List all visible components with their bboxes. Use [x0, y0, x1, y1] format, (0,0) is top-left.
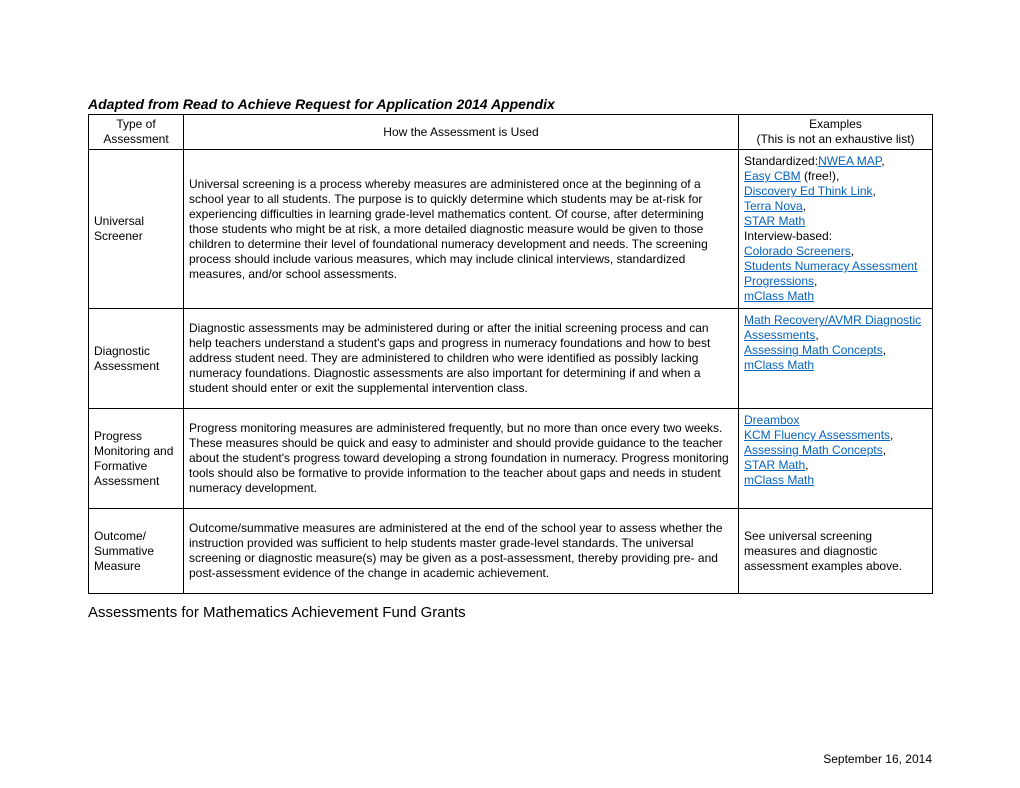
example-link[interactable]: mClass Math: [744, 473, 814, 487]
table-row: Diagnostic AssessmentDiagnostic assessme…: [89, 309, 933, 409]
header-how: How the Assessment is Used: [184, 115, 739, 150]
doc-title: Adapted from Read to Achieve Request for…: [88, 96, 932, 112]
cell-examples: DreamboxKCM Fluency Assessments,Assessin…: [739, 409, 933, 509]
assessments-table: Type of Assessment How the Assessment is…: [88, 114, 933, 594]
example-link[interactable]: mClass Math: [744, 358, 814, 372]
cell-type: Outcome/ Summative Measure: [89, 509, 184, 594]
example-link[interactable]: Terra Nova: [744, 199, 803, 213]
example-link[interactable]: Assessing Math Concepts: [744, 443, 883, 457]
cell-type: Diagnostic Assessment: [89, 309, 184, 409]
example-link[interactable]: STAR Math: [744, 458, 805, 472]
cell-examples: Math Recovery/AVMR Diagnostic Assessment…: [739, 309, 933, 409]
example-link[interactable]: Colorado Screeners: [744, 244, 851, 258]
cell-how: Universal screening is a process whereby…: [184, 150, 739, 309]
footer-date: September 16, 2014: [823, 752, 932, 766]
header-examples: Examples (This is not an exhaustive list…: [739, 115, 933, 150]
example-link[interactable]: Dreambox: [744, 413, 799, 427]
example-link[interactable]: mClass Math: [744, 289, 814, 303]
example-link[interactable]: NWEA MAP: [818, 154, 881, 168]
cell-type: Universal Screener: [89, 150, 184, 309]
example-link[interactable]: Easy CBM: [744, 169, 801, 183]
example-link[interactable]: Math Recovery/AVMR Diagnostic Assessment…: [744, 313, 921, 342]
cell-how: Progress monitoring measures are adminis…: [184, 409, 739, 509]
table-row: Universal ScreenerUniversal screening is…: [89, 150, 933, 309]
example-link[interactable]: STAR Math: [744, 214, 805, 228]
cell-examples: See universal screening measures and dia…: [739, 509, 933, 594]
example-link[interactable]: Assessing Math Concepts: [744, 343, 883, 357]
doc-subtitle: Assessments for Mathematics Achievement …: [88, 604, 932, 621]
table-row: Progress Monitoring and Formative Assess…: [89, 409, 933, 509]
example-link[interactable]: Discovery Ed Think Link: [744, 184, 873, 198]
example-link[interactable]: KCM Fluency Assessments: [744, 428, 890, 442]
table-row: Outcome/ Summative MeasureOutcome/summat…: [89, 509, 933, 594]
cell-how: Outcome/summative measures are administe…: [184, 509, 739, 594]
example-link[interactable]: Students Numeracy Assessment Progression…: [744, 259, 917, 288]
cell-type: Progress Monitoring and Formative Assess…: [89, 409, 184, 509]
cell-how: Diagnostic assessments may be administer…: [184, 309, 739, 409]
cell-examples: Standardized:NWEA MAP,Easy CBM (free!),D…: [739, 150, 933, 309]
header-type: Type of Assessment: [89, 115, 184, 150]
